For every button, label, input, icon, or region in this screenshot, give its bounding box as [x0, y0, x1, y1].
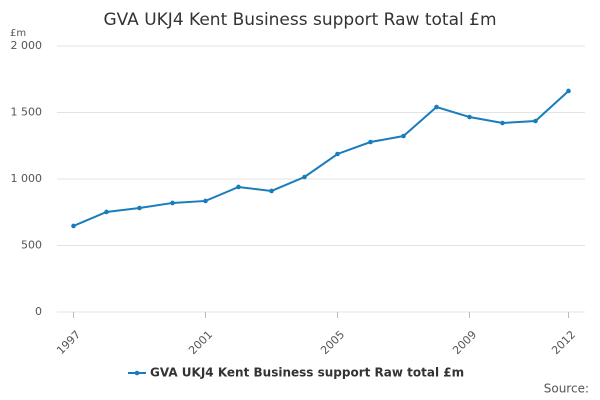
point: [302, 174, 307, 180]
y-axis-label: £m: [10, 28, 26, 39]
series-line: [73, 90, 570, 227]
x-tick-label: 1997: [54, 328, 83, 357]
x-tick-label: 2005: [318, 328, 347, 357]
point: [467, 114, 472, 120]
point: [335, 151, 340, 157]
source: Source:: [544, 382, 589, 396]
y-tick-label: 0: [35, 305, 42, 318]
point: [566, 88, 571, 94]
point: [236, 184, 241, 190]
point: [170, 200, 175, 206]
x-tick-label: 2001: [186, 328, 215, 357]
point: [203, 198, 208, 204]
point: [401, 133, 406, 139]
point: [368, 139, 373, 145]
point: [104, 209, 109, 215]
x-tick-label: 2012: [549, 328, 578, 357]
y-tick-label: 2 000: [11, 39, 43, 52]
legend-swatch-dot: [134, 370, 140, 376]
point: [137, 205, 142, 211]
chart-title: GVA UKJ4 Kent Business support Raw total…: [103, 10, 496, 30]
y-tick-label: 500: [21, 239, 42, 252]
point: [71, 223, 76, 229]
point: [269, 188, 274, 194]
legend-label: GVA UKJ4 Kent Business support Raw total…: [150, 366, 464, 380]
y-tick-label: 1 000: [11, 172, 43, 185]
point: [533, 118, 538, 124]
point: [434, 104, 439, 110]
point: [500, 120, 505, 126]
x-tick-label: 2009: [450, 328, 479, 357]
y-tick-label: 1 500: [11, 106, 43, 119]
